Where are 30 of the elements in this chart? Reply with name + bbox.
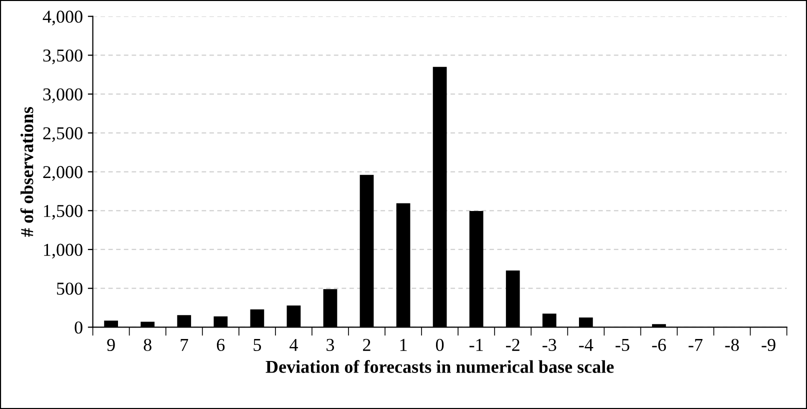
y-tick-label: 500 xyxy=(57,282,82,295)
x-tick-label: -6 xyxy=(652,338,666,352)
x-tick-label: 6 xyxy=(216,338,225,352)
y-tick-label: 2,000 xyxy=(43,166,82,181)
y-axis-title: # of observations xyxy=(20,107,34,237)
y-tick-label: 3,500 xyxy=(43,49,82,64)
x-tick-label: 1 xyxy=(400,338,407,351)
x-tick-label: 7 xyxy=(180,339,188,351)
x-tick-label: 9 xyxy=(107,338,115,352)
x-tick-label: -4 xyxy=(579,338,594,351)
x-tick-label: -1 xyxy=(469,338,483,351)
y-tick-label: 4,000 xyxy=(42,10,82,26)
y-tick-label: 0 xyxy=(74,321,82,334)
y-tick-label: 3,000 xyxy=(43,88,82,104)
x-tick-label: -5 xyxy=(616,339,630,352)
y-tick-label: 1,500 xyxy=(44,204,82,220)
x-tick-label: 3 xyxy=(326,338,334,352)
x-tick-label: -7 xyxy=(688,339,703,351)
y-tick-label: 1,000 xyxy=(44,244,82,259)
x-tick-label: 5 xyxy=(254,339,261,352)
x-tick-label: -9 xyxy=(762,338,776,352)
x-axis-title: Deviation of forecasts in numerical base scale xyxy=(266,360,614,373)
x-tick-label: 4 xyxy=(290,338,298,351)
x-tick-label: 0 xyxy=(436,338,444,352)
y-tick-label: 2,500 xyxy=(43,127,82,142)
x-tick-label: 8 xyxy=(144,338,152,352)
x-tick-label: -2 xyxy=(506,338,520,351)
x-tick-label: -8 xyxy=(725,338,739,352)
x-tick-label: -3 xyxy=(542,338,556,352)
x-tick-label: 2 xyxy=(363,338,370,351)
